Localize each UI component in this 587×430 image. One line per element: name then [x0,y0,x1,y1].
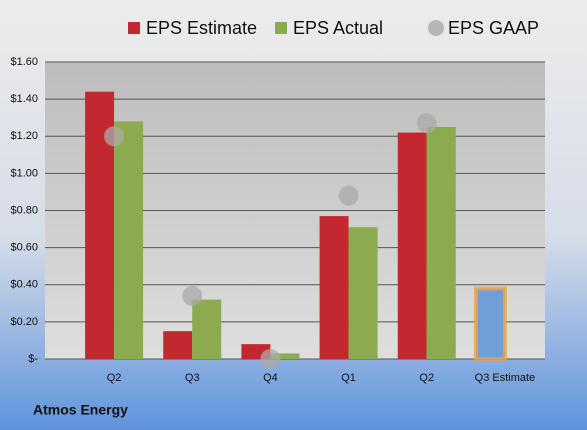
x-tick-label: Q2 [419,372,434,384]
gaap-marker [338,185,359,206]
gaap-marker [260,349,281,369]
y-tick-label: $0.40 [10,279,38,291]
y-tick-label: $1.60 [10,56,38,68]
x-tick-label: Q3 Estimate [475,372,536,384]
bar [426,126,456,359]
y-tick-label: $0.80 [10,204,38,216]
x-tick-label: Q4 [263,372,278,384]
bar [192,299,222,359]
x-tick-label: Q3 [185,372,200,384]
bar [270,353,300,359]
x-tick-label: Q2 [107,372,122,384]
bar [319,216,349,359]
legend-label: EPS Estimate [146,18,257,38]
gaap-marker [416,113,437,134]
y-tick-label: $1.20 [10,130,38,142]
footer: Atmos Energy [33,402,128,418]
y-tick-label: $1.00 [10,167,38,179]
bar [348,227,378,359]
legend-label: EPS GAAP [448,18,539,38]
y-tick-label: $0.20 [10,316,38,328]
legend-marker [428,20,444,36]
bar [397,132,427,359]
legend-marker [128,22,140,34]
gaap-marker [182,285,203,306]
y-tick-label: $1.40 [10,93,38,105]
y-tick-label: $- [28,353,38,365]
legend-marker [275,22,287,34]
x-tick-label: Q1 [341,372,356,384]
estimate-bar [473,286,507,361]
bar [163,331,193,359]
bar [114,121,144,360]
gaap-marker [104,126,125,147]
y-tick-label: $0.60 [10,242,38,254]
legend-label: EPS Actual [293,18,383,38]
